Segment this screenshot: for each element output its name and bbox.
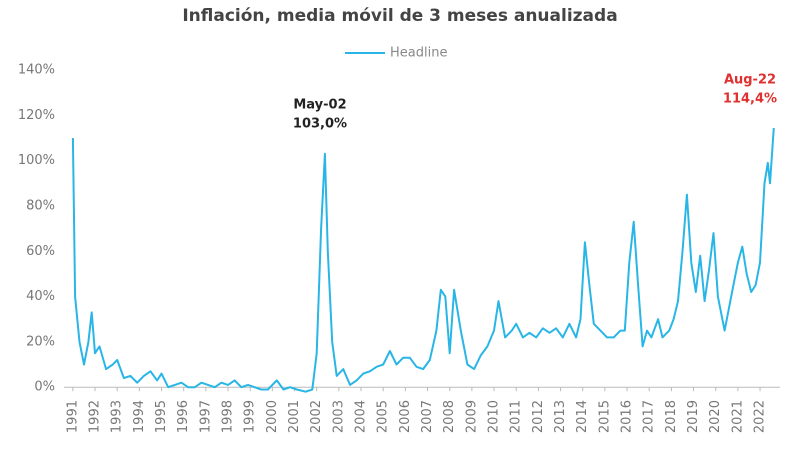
x-tick-label: 2019: [686, 400, 701, 433]
y-tick-label: 120%: [18, 108, 55, 123]
x-tick-label: 2013: [553, 400, 568, 433]
x-tick-label: 1994: [132, 400, 147, 433]
x-tick-label: 1995: [154, 400, 169, 433]
x-tick-label: 1996: [176, 400, 191, 433]
annotation: May-02: [293, 98, 346, 113]
x-tick-label: 2021: [730, 400, 745, 433]
x-tick-label: 2020: [708, 400, 723, 433]
x-tick-label: 1991: [65, 400, 80, 433]
x-tick-label: 1993: [110, 400, 125, 433]
annotation: 103,0%: [293, 117, 347, 132]
y-tick-label: 100%: [18, 153, 55, 168]
x-tick-label: 2003: [331, 400, 346, 433]
x-tick-label: 2014: [575, 400, 590, 433]
y-tick-label: 140%: [18, 63, 55, 78]
x-tick-label: 2009: [464, 400, 479, 433]
y-tick-label: 20%: [26, 334, 55, 349]
y-tick-label: 0%: [34, 380, 55, 395]
y-tick-label: 80%: [26, 198, 55, 213]
x-tick-label: 2005: [376, 400, 391, 433]
x-tick-label: 2012: [531, 400, 546, 433]
x-tick-label: 1998: [221, 400, 236, 433]
legend-label: Headline: [390, 46, 447, 61]
annotation: Aug-22: [724, 73, 776, 88]
x-tick-label: 2010: [487, 400, 502, 433]
y-tick-label: 60%: [26, 244, 55, 259]
x-tick-label: 2017: [642, 400, 657, 433]
x-tick-label: 2022: [753, 400, 768, 433]
annotation: 114,4%: [723, 92, 777, 107]
x-tick-label: 2007: [420, 400, 435, 433]
x-tick-label: 2001: [287, 400, 302, 433]
x-tick-label: 2008: [442, 400, 457, 433]
x-tick-label: 1992: [88, 400, 103, 433]
y-tick-label: 40%: [26, 289, 55, 304]
x-tick-label: 2004: [354, 400, 369, 433]
x-tick-label: 2000: [265, 400, 280, 433]
x-tick-label: 1997: [198, 400, 213, 433]
chart-title: Inflación, media móvil de 3 meses anuali…: [182, 6, 617, 26]
series-line: [71, 127, 775, 393]
x-tick-label: 2015: [597, 400, 612, 433]
x-tick-label: 2018: [664, 400, 679, 433]
x-tick-label: 2002: [309, 400, 324, 433]
x-tick-label: 2016: [620, 400, 635, 433]
x-tick-label: 2006: [398, 400, 413, 433]
x-tick-label: 1999: [243, 400, 258, 433]
x-tick-label: 2011: [509, 400, 524, 433]
